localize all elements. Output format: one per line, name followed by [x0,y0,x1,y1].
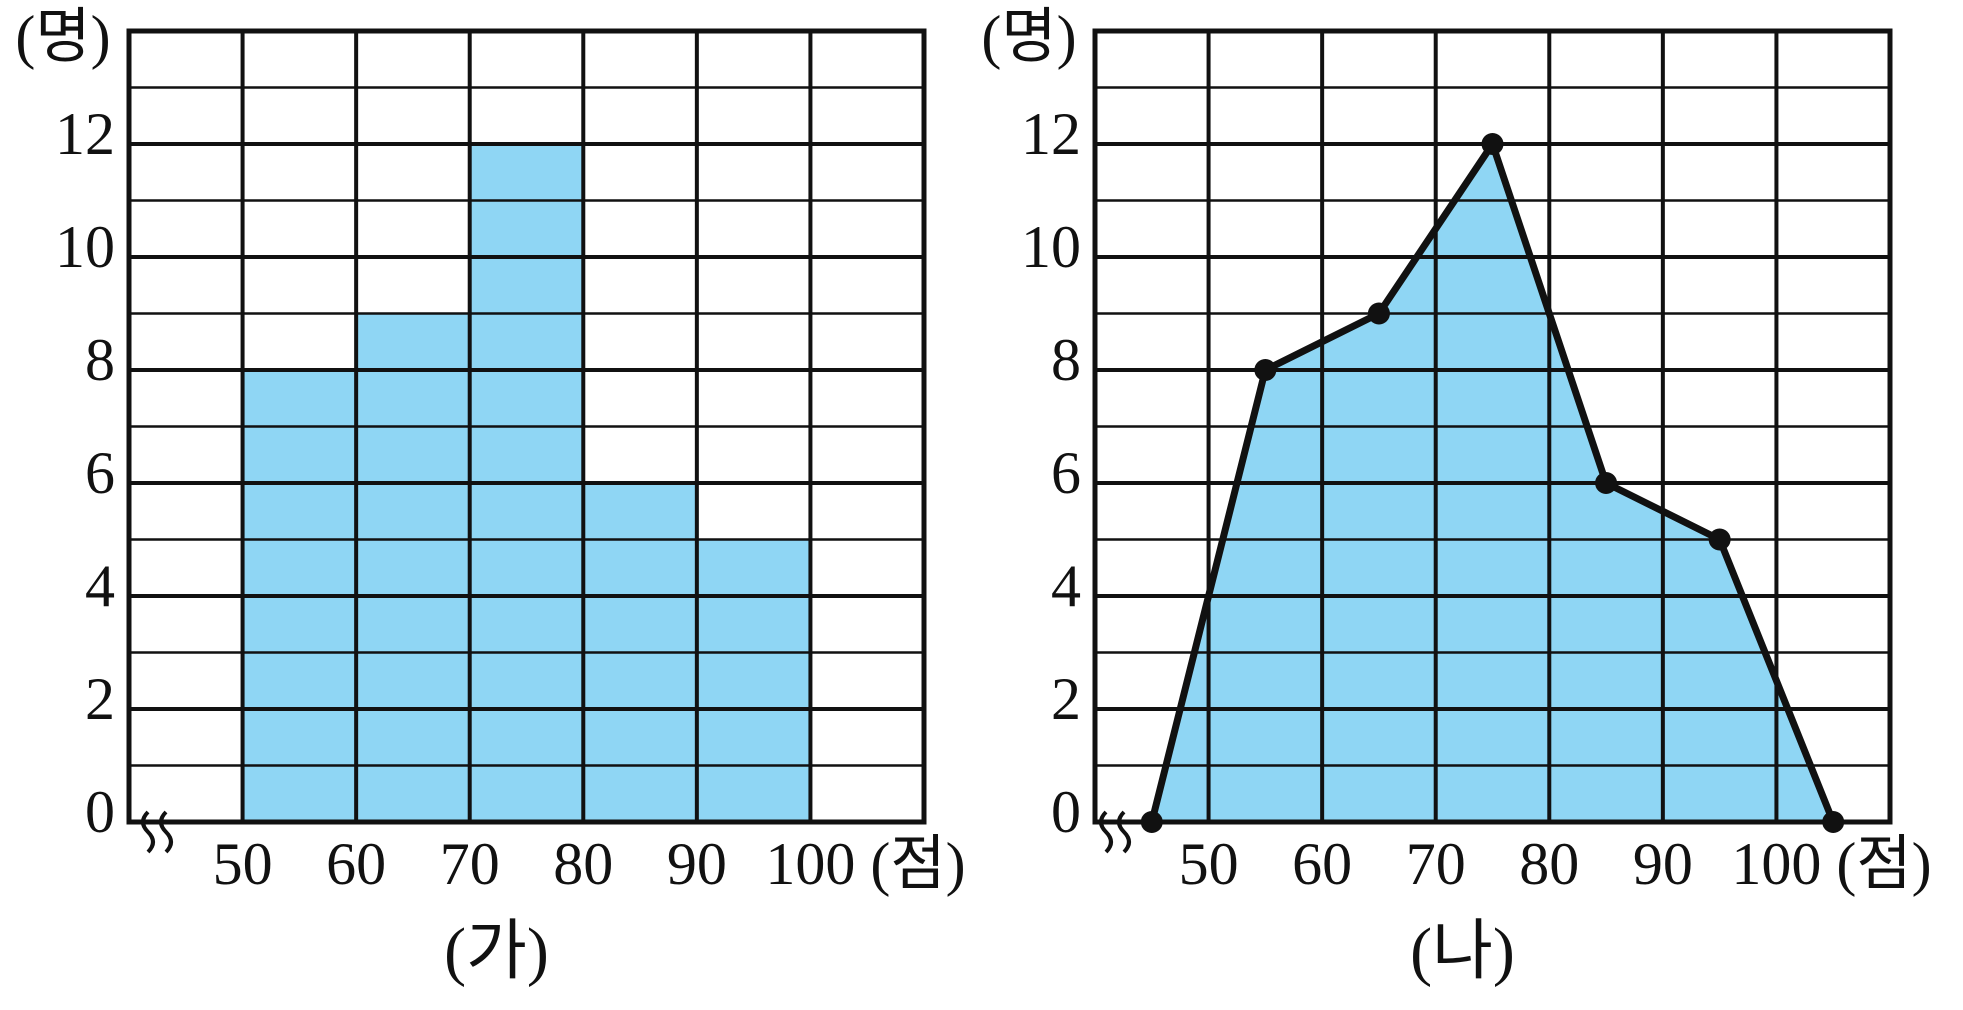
x-tick-label: 50 [213,831,273,897]
y-tick-label: 10 [55,214,115,280]
plot-frame [126,28,927,825]
point [1254,359,1277,381]
y-tick-label: 2 [1051,666,1081,732]
x-tick-label: 70 [1406,831,1466,897]
x-tick-label: 50 [1179,831,1239,897]
x-tick-label: 100 [1731,831,1821,897]
bar [356,313,470,822]
y-tick-label: 4 [85,553,115,619]
point [1708,528,1731,551]
x-tick-label: 90 [667,831,727,897]
grid-layer [1092,28,1893,825]
point [1140,811,1163,833]
x-tick-label: 90 [1633,831,1693,897]
x-tick-label: 60 [1292,831,1352,897]
x-tick-label: 70 [440,831,500,897]
y-tick-label: 12 [55,101,115,167]
y-tick-label: 12 [1021,101,1081,167]
point [1595,472,1618,494]
y-tick-label: 2 [85,666,115,732]
x-tick-label: 80 [1519,831,1579,897]
plot-frame [1092,28,1893,825]
y-tick-label: 6 [85,440,115,506]
point [1822,811,1845,833]
y-tick-label: 0 [85,779,115,845]
x-tick-label: 100 [765,831,855,897]
y-tick-label: 8 [1051,327,1081,393]
y-tick-label: 8 [85,327,115,393]
y-unit: (명) [15,4,110,70]
y-unit: (명) [981,4,1076,70]
x-unit: (점) [870,831,965,897]
y-tick-label: 10 [1021,214,1081,280]
y-tick-label: 0 [1051,779,1081,845]
grid-layer [126,28,927,825]
caption: (가) [444,915,549,988]
axis-break [1099,810,1131,854]
caption: (나) [1410,915,1515,988]
y-tick-label: 6 [1051,440,1081,506]
x-tick-label: 60 [326,831,386,897]
y-tick-label: 4 [1051,553,1081,619]
axis-break [141,810,173,854]
x-tick-label: 80 [553,831,613,897]
x-unit: (점) [1836,831,1931,897]
bar [696,539,811,822]
point [1481,133,1504,155]
point [1367,302,1390,325]
